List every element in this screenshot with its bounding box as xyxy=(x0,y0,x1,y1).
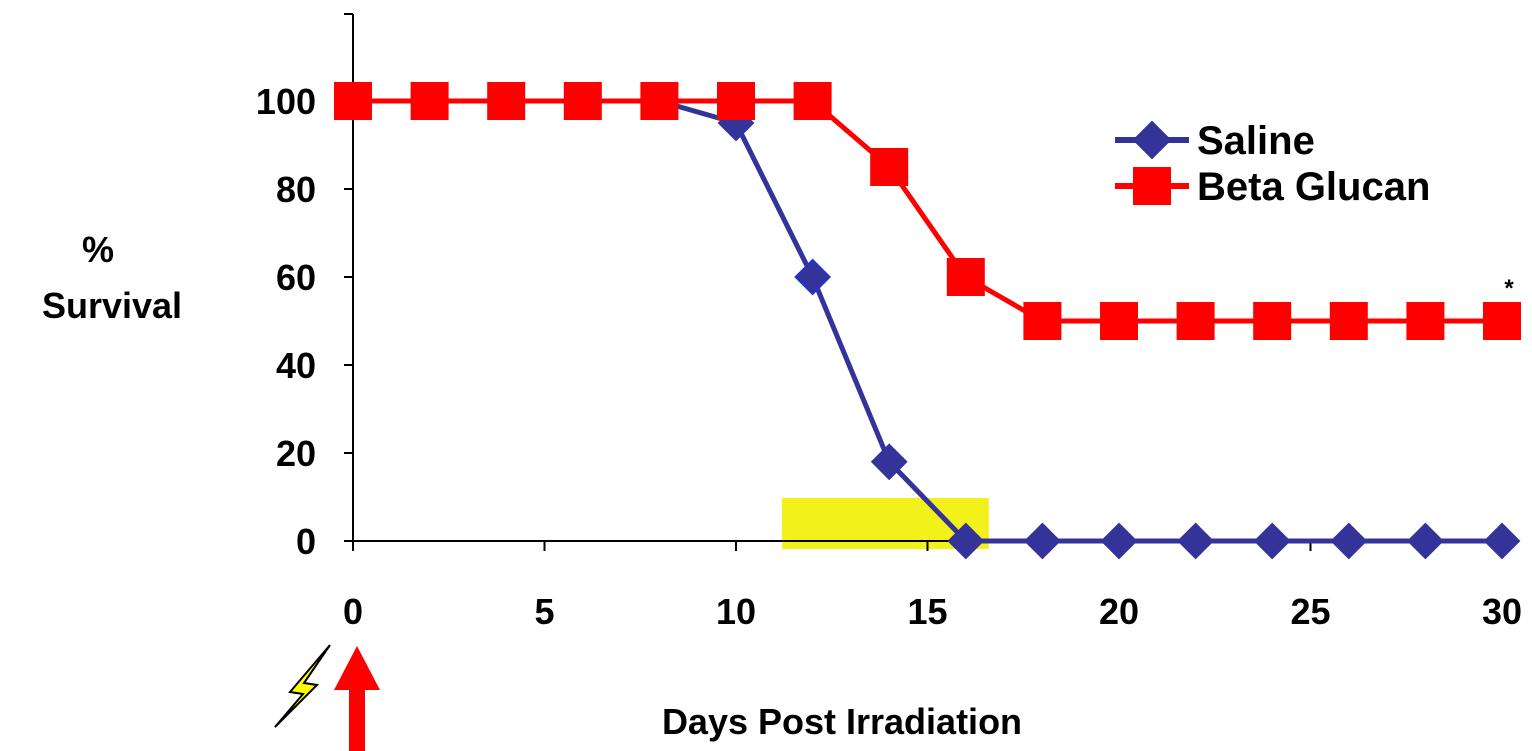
saline-point xyxy=(794,258,832,296)
x-tick-label: 5 xyxy=(534,591,554,632)
beta-glucan-point xyxy=(1023,302,1062,340)
beta-glucan-point xyxy=(640,82,679,120)
series-layer xyxy=(334,82,1521,560)
beta-glucan-point xyxy=(563,82,602,120)
y-tick-label: 20 xyxy=(276,433,316,474)
saline-point xyxy=(1023,522,1061,560)
beta-glucan-point xyxy=(487,82,526,120)
beta-glucan-point xyxy=(1483,302,1521,340)
beta-glucan-point xyxy=(870,148,909,186)
saline-point xyxy=(1330,522,1368,560)
y-tick-label: 40 xyxy=(276,345,316,386)
saline-point xyxy=(1100,522,1138,560)
beta-glucan-point xyxy=(946,258,985,296)
legend-label-saline: Saline xyxy=(1197,119,1315,163)
x-tick-label: 10 xyxy=(716,591,756,632)
axes: 0 20 40 60 80 100 0 5 10 15 20 25 30 xyxy=(256,13,1522,632)
saline-point xyxy=(1253,522,1291,560)
y-tick-label: 0 xyxy=(296,521,316,562)
saline-point xyxy=(1177,522,1215,560)
x-tick-label: 20 xyxy=(1099,591,1139,632)
beta-glucan-point xyxy=(334,82,372,120)
legend-marker-saline xyxy=(1132,120,1172,160)
x-tick-label: 0 xyxy=(343,591,363,632)
x-tick-label: 15 xyxy=(907,591,947,632)
y-tick-label: 60 xyxy=(276,257,316,298)
beta-glucan-point xyxy=(793,82,832,120)
legend-marker-beta-glucan xyxy=(1133,167,1171,205)
significance-asterisk: * xyxy=(1504,275,1514,302)
beta-glucan-point xyxy=(410,82,449,120)
y-axis-title-line2: Survival xyxy=(42,285,182,326)
beta-glucan-point xyxy=(1329,302,1368,340)
beta-glucan-line xyxy=(353,98,1502,324)
icons xyxy=(274,644,380,751)
y-tick-label: 100 xyxy=(256,81,316,122)
saline-point xyxy=(1406,522,1444,560)
legend-label-beta-glucan: Beta Glucan xyxy=(1197,165,1430,209)
saline-point xyxy=(870,443,908,481)
x-tick-label: 30 xyxy=(1482,591,1522,632)
x-tick-label: 25 xyxy=(1290,591,1330,632)
y-tick-label: 80 xyxy=(276,169,316,210)
beta-glucan-point xyxy=(1176,302,1215,340)
beta-glucan-point xyxy=(717,82,755,120)
saline-point xyxy=(947,522,985,560)
saline-point xyxy=(1483,522,1521,560)
lightning-bolt-icon xyxy=(274,644,331,728)
y-axis-title-line1: % xyxy=(82,229,114,270)
beta-glucan-point xyxy=(1100,302,1138,340)
red-up-arrow-icon xyxy=(334,646,380,751)
labels-layer: % Survival Days Post Irradiation * xyxy=(42,229,1514,742)
x-axis-title: Days Post Irradiation xyxy=(662,701,1022,742)
beta-glucan-point xyxy=(1406,302,1445,340)
beta-glucan-point xyxy=(1253,302,1292,340)
